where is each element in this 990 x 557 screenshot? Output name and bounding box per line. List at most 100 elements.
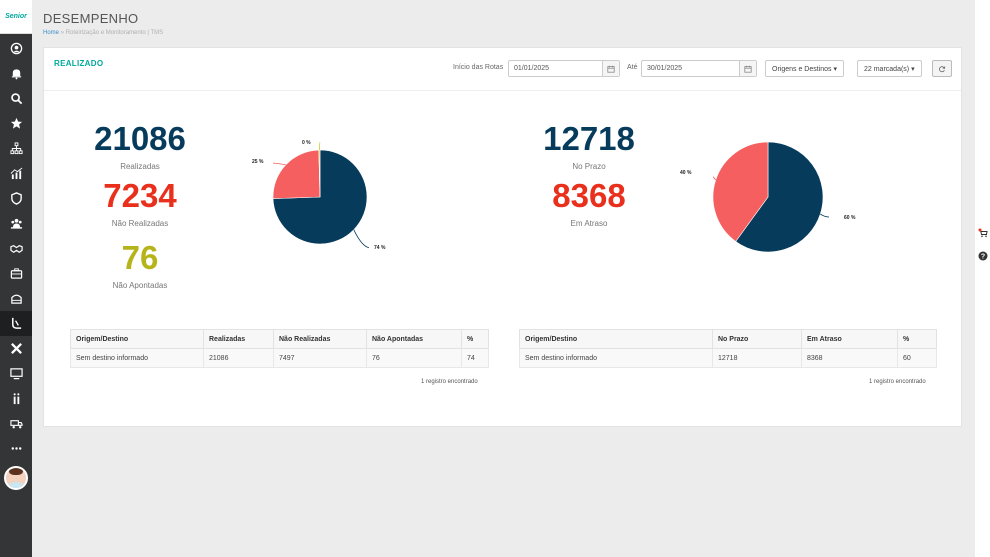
pie-left-label-74: 74 %	[374, 245, 386, 251]
end-date-value: 30/01/2025	[647, 65, 683, 72]
pie-leader-line	[713, 176, 717, 181]
table-row[interactable]: Sem destino informado 21086 7497 76 74	[70, 348, 489, 368]
pie-left-label-25: 25 %	[252, 159, 264, 165]
table-row[interactable]: Sem destino informado 12718 8368 60	[519, 348, 937, 368]
table-header-row: Origem/Destino No Prazo Em Atraso %	[519, 329, 937, 349]
avatar	[4, 466, 28, 490]
building-icon[interactable]	[0, 286, 32, 311]
column-header[interactable]: Não Realizadas	[273, 329, 367, 349]
brand-logo-text: Senior	[5, 13, 27, 20]
truck-icon[interactable]	[0, 411, 32, 436]
table-header-row: Origem/Destino Realizadas Não Realizadas…	[70, 329, 489, 349]
star-icon[interactable]	[0, 111, 32, 136]
route-icon[interactable]	[0, 311, 32, 336]
brand-logo[interactable]: Senior	[0, 0, 32, 34]
records-found-right: 1 registro encontrado	[869, 379, 926, 385]
pie-leader-line	[820, 213, 829, 218]
card-title: REALIZADO	[54, 59, 104, 68]
svg-text:?: ?	[981, 254, 985, 261]
pie-left-label-0: 0 %	[302, 140, 311, 146]
marked-dropdown[interactable]: 22 marcada(s) ▾	[857, 60, 922, 77]
user-circle-icon[interactable]	[0, 36, 32, 61]
handshake-icon[interactable]	[0, 236, 32, 261]
pie-leader-line	[353, 229, 369, 249]
chevron-down-icon: ▾	[833, 66, 837, 73]
table-cell: 60	[897, 348, 937, 368]
table-cell: 7497	[273, 348, 367, 368]
column-header[interactable]: Realizadas	[203, 329, 274, 349]
table-cell: Sem destino informado	[70, 348, 204, 368]
bell-icon[interactable]	[0, 61, 32, 86]
origins-destinations-dropdown[interactable]: Origens e Destinos ▾	[765, 60, 844, 77]
pie-leader-line	[273, 162, 286, 166]
ii-icon[interactable]	[0, 386, 32, 411]
right-toolbar: ?	[975, 0, 990, 557]
chevron-down-icon: ▾	[911, 66, 915, 73]
table-cell: 8368	[801, 348, 898, 368]
realizadas-label: Realizadas	[120, 162, 160, 171]
org-chart-icon[interactable]	[0, 136, 32, 161]
pie-slice[interactable]	[735, 141, 824, 252]
breadcrumb: Home » Roteirização e Monitoramento | TM…	[43, 30, 163, 36]
prazo-pie-chart	[713, 141, 829, 252]
origins-table-right: Origem/Destino No Prazo Em Atraso % Sem …	[519, 329, 937, 368]
origins-table-left: Origem/Destino Realizadas Não Realizadas…	[70, 329, 489, 368]
sidebar: Senior	[0, 0, 32, 557]
monitor-icon[interactable]	[0, 361, 32, 386]
table-cell: 21086	[203, 348, 274, 368]
calendar-icon[interactable]	[602, 61, 619, 76]
shield-icon[interactable]	[0, 186, 32, 211]
breadcrumb-current: » Roteirização e Monitoramento | TMS	[60, 30, 164, 36]
realizadas-pie-chart	[273, 141, 369, 249]
records-found-left: 1 registro encontrado	[421, 379, 478, 385]
search-icon[interactable]	[0, 86, 32, 111]
briefcase-icon[interactable]	[0, 261, 32, 286]
pie-slice[interactable]	[713, 141, 769, 242]
calendar-icon[interactable]	[739, 61, 756, 76]
nao-apontadas-value: 76	[121, 239, 159, 276]
column-header[interactable]: Origem/Destino	[70, 329, 204, 349]
column-header[interactable]: Não Apontadas	[366, 329, 462, 349]
origins-dropdown-label: Origens e Destinos	[772, 66, 832, 73]
table-cell: 74	[461, 348, 489, 368]
start-date-label: Início das Rotas	[453, 64, 504, 71]
realizadas-value: 21086	[94, 120, 186, 157]
refresh-button[interactable]	[932, 60, 952, 77]
nao-realizadas-label: Não Realizadas	[111, 219, 169, 228]
user-avatar-button[interactable]	[0, 463, 32, 493]
pie-right-label-40: 40 %	[680, 170, 692, 176]
help-icon[interactable]: ?	[978, 251, 988, 261]
pie-right-label-60: 60 %	[844, 215, 856, 221]
column-header[interactable]: No Prazo	[712, 329, 802, 349]
start-date-input[interactable]: 01/01/2025	[508, 60, 620, 77]
table-cell: Sem destino informado	[519, 348, 713, 368]
nao-apontadas-label: Não Apontadas	[112, 281, 168, 290]
marked-dropdown-label: 22 marcada(s)	[864, 66, 910, 73]
end-date-label: Até	[627, 64, 638, 71]
column-header[interactable]: %	[461, 329, 489, 349]
table-cell: 12718	[712, 348, 802, 368]
pie-leader-line	[319, 141, 321, 151]
no-prazo-label: No Prazo	[572, 162, 606, 171]
column-header[interactable]: Origem/Destino	[519, 329, 713, 349]
group-icon[interactable]	[0, 211, 32, 236]
pie-slice[interactable]	[273, 149, 321, 199]
breadcrumb-home-link[interactable]: Home	[43, 30, 60, 36]
em-atraso-value: 8368	[552, 177, 626, 214]
performance-card: REALIZADO Início das Rotas 01/01/2025 At…	[43, 47, 962, 427]
end-date-input[interactable]: 30/01/2025	[641, 60, 757, 77]
no-prazo-value: 12718	[543, 120, 635, 157]
start-date-value: 01/01/2025	[514, 65, 550, 72]
column-header[interactable]: Em Atraso	[801, 329, 898, 349]
table-cell: 76	[366, 348, 462, 368]
column-header[interactable]: %	[897, 329, 937, 349]
nao-realizadas-value: 7234	[103, 177, 177, 214]
refresh-icon	[939, 65, 946, 72]
cart-icon[interactable]	[978, 228, 988, 238]
x-icon[interactable]	[0, 336, 32, 361]
card-divider	[44, 90, 961, 91]
more-icon[interactable]	[0, 436, 32, 461]
page-title: DESEMPENHO	[43, 11, 139, 26]
chart-icon[interactable]	[0, 161, 32, 186]
em-atraso-label: Em Atraso	[570, 219, 608, 228]
